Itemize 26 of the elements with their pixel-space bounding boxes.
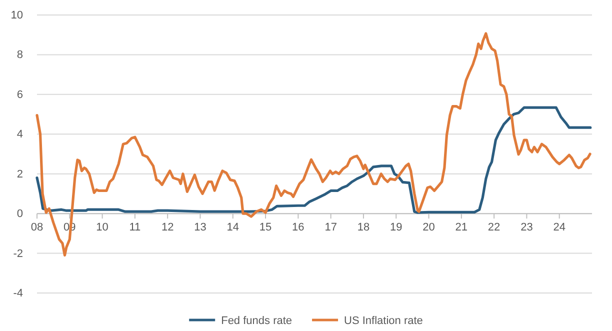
x-tick-label: 22 xyxy=(488,221,500,234)
y-tick-label: 4 xyxy=(16,128,23,141)
x-tick-label: 18 xyxy=(357,221,370,234)
y-tick-label: -2 xyxy=(13,248,23,260)
x-tick-label: 19 xyxy=(390,221,402,234)
x-tick-label: 10 xyxy=(96,221,108,234)
x-tick-label: 15 xyxy=(259,221,272,234)
x-tick-label: 17 xyxy=(324,221,337,234)
x-tick-label: 08 xyxy=(30,221,44,234)
y-tick-label: 6 xyxy=(16,88,23,101)
y-tick-label: -4 xyxy=(13,288,23,300)
legend-label: US Inflation rate xyxy=(344,315,423,327)
x-tick-label: 14 xyxy=(226,221,240,234)
x-tick-label: 13 xyxy=(194,221,206,234)
y-tick-label: 0 xyxy=(16,208,23,220)
x-tick-label: 16 xyxy=(292,221,304,234)
x-tick-label: 20 xyxy=(422,221,435,234)
y-tick-label: 2 xyxy=(16,168,23,180)
x-tick-label: 24 xyxy=(553,221,566,234)
y-tick-label: 8 xyxy=(16,49,23,62)
x-tick-label: 12 xyxy=(161,221,174,234)
x-tick-label: 23 xyxy=(520,221,533,234)
x-tick-label: 21 xyxy=(455,221,468,234)
legend-label: Fed funds rate xyxy=(221,315,292,327)
x-tick-label: 11 xyxy=(129,221,141,234)
y-tick-label: 10 xyxy=(10,10,23,22)
